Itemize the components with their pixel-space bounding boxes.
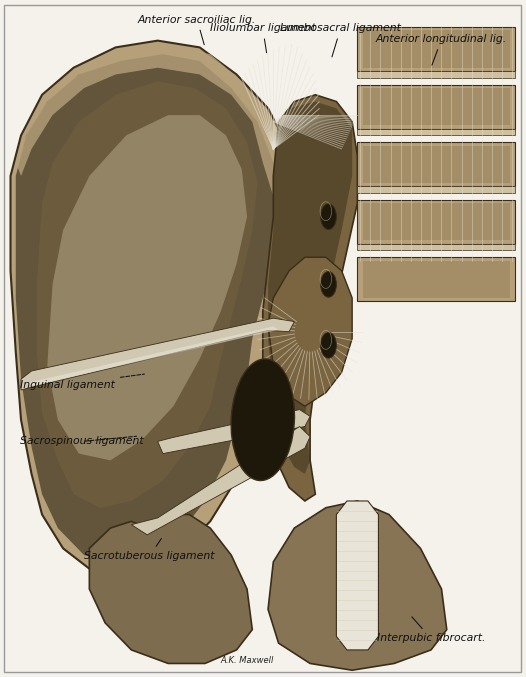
Polygon shape xyxy=(268,257,352,406)
Text: Iliolumbar ligament: Iliolumbar ligament xyxy=(210,24,316,53)
Polygon shape xyxy=(362,30,510,68)
Polygon shape xyxy=(26,326,279,386)
Text: Interpubic fibrocart.: Interpubic fibrocart. xyxy=(377,617,485,643)
Text: Anterior longitudinal lig.: Anterior longitudinal lig. xyxy=(376,35,507,65)
Polygon shape xyxy=(16,47,289,196)
Polygon shape xyxy=(337,501,378,650)
Text: Lumbosacral ligament: Lumbosacral ligament xyxy=(280,24,401,57)
Polygon shape xyxy=(357,186,515,193)
Polygon shape xyxy=(362,146,510,183)
Text: Inguinal ligament: Inguinal ligament xyxy=(20,374,145,389)
Polygon shape xyxy=(357,200,515,244)
Text: A.K. Maxwell: A.K. Maxwell xyxy=(220,657,274,665)
Polygon shape xyxy=(268,501,447,670)
Ellipse shape xyxy=(321,204,337,230)
Text: Anterior sacroiliac lig.: Anterior sacroiliac lig. xyxy=(138,15,256,45)
Polygon shape xyxy=(47,115,247,460)
Polygon shape xyxy=(21,318,295,390)
Polygon shape xyxy=(158,410,310,454)
Ellipse shape xyxy=(321,332,337,358)
Polygon shape xyxy=(362,203,510,240)
Polygon shape xyxy=(11,41,300,575)
Polygon shape xyxy=(357,129,515,135)
Polygon shape xyxy=(37,81,258,508)
Polygon shape xyxy=(89,515,252,663)
Polygon shape xyxy=(357,27,515,71)
Polygon shape xyxy=(268,102,352,474)
Polygon shape xyxy=(362,88,510,125)
Polygon shape xyxy=(89,515,252,663)
Polygon shape xyxy=(357,244,515,250)
Text: Sacrotuberous ligament: Sacrotuberous ligament xyxy=(84,538,215,561)
Polygon shape xyxy=(16,54,279,562)
Polygon shape xyxy=(362,261,510,298)
Ellipse shape xyxy=(321,271,337,297)
Text: Sacrospinous ligament: Sacrospinous ligament xyxy=(20,436,144,446)
Polygon shape xyxy=(357,257,515,301)
Polygon shape xyxy=(357,85,515,129)
Polygon shape xyxy=(357,142,515,186)
Ellipse shape xyxy=(231,359,295,481)
Polygon shape xyxy=(268,501,447,670)
Polygon shape xyxy=(357,71,515,78)
Polygon shape xyxy=(132,427,310,535)
Polygon shape xyxy=(263,95,357,501)
